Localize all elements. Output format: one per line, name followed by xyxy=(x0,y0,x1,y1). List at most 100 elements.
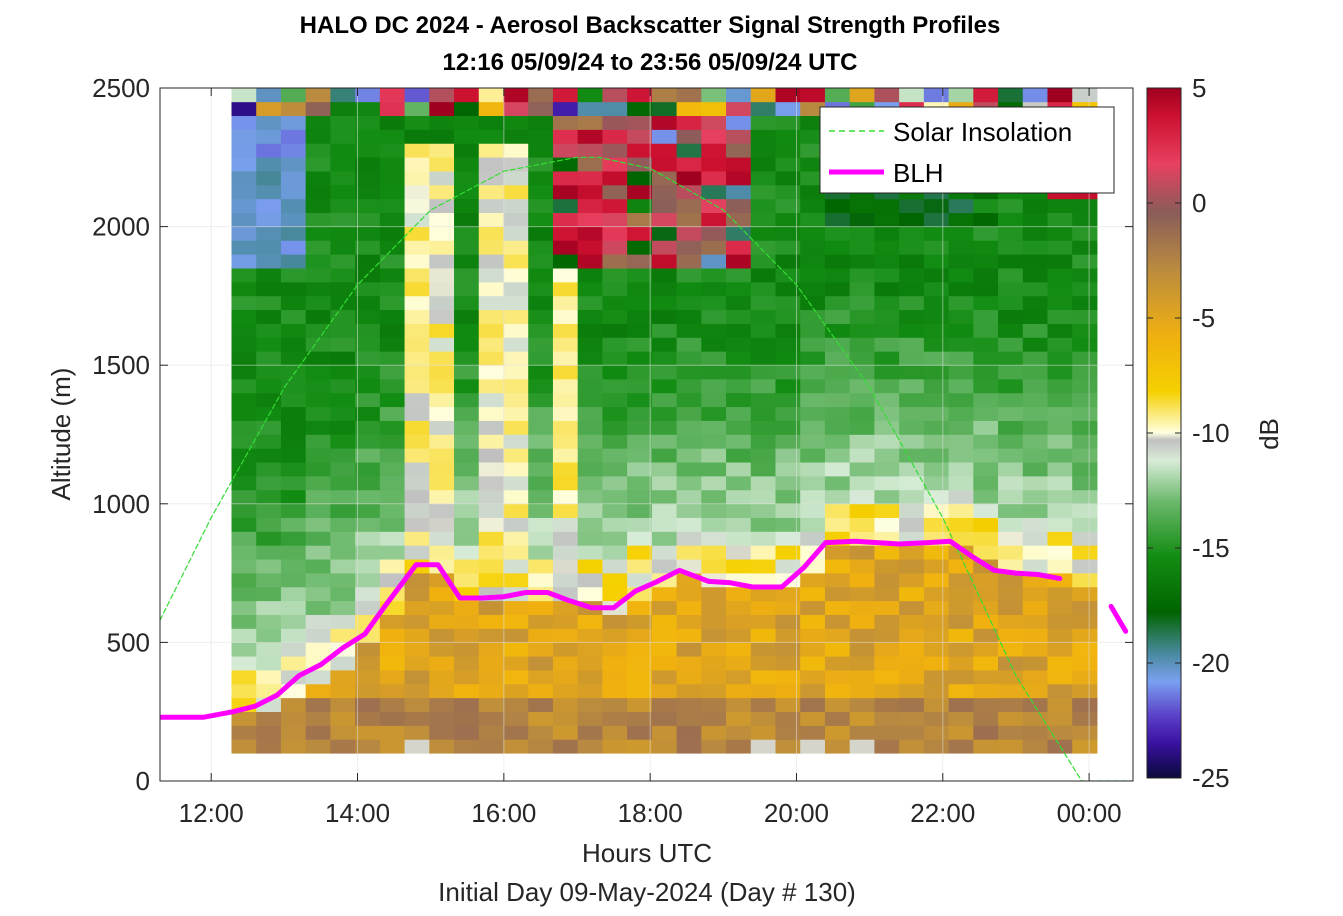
heatmap-cell xyxy=(899,406,925,421)
heatmap-cell xyxy=(231,254,257,269)
heatmap-cell xyxy=(701,378,727,394)
heatmap-cell xyxy=(973,586,999,602)
heatmap-cell xyxy=(701,434,727,449)
heatmap-cell xyxy=(379,559,406,574)
heatmap-cell xyxy=(528,365,554,380)
heatmap-cell xyxy=(750,226,776,241)
heatmap-cell xyxy=(280,392,307,408)
heatmap-cell xyxy=(379,392,406,408)
heatmap-cell xyxy=(305,600,331,615)
heatmap-cell xyxy=(379,309,406,324)
heatmap-cell xyxy=(577,129,603,144)
heatmap-cell xyxy=(849,475,875,491)
heatmap-cell xyxy=(874,267,900,283)
heatmap-cell xyxy=(874,586,900,602)
heatmap-cell xyxy=(775,351,801,366)
heatmap-cell xyxy=(1022,323,1048,338)
heatmap-cell xyxy=(355,143,381,158)
heatmap-cell xyxy=(676,240,702,255)
heatmap-cell xyxy=(1022,614,1048,629)
heatmap-cell xyxy=(280,711,307,726)
heatmap-cell xyxy=(923,739,950,754)
heatmap-cell xyxy=(726,600,752,615)
heatmap-cell xyxy=(1022,88,1048,103)
heatmap-cell xyxy=(775,628,801,643)
heatmap-cell xyxy=(379,683,406,699)
heatmap-cell xyxy=(874,559,900,574)
heatmap-cell xyxy=(824,420,851,435)
heatmap-cell xyxy=(280,586,307,602)
heatmap-cell xyxy=(824,475,851,491)
heatmap-cell xyxy=(874,711,900,726)
heatmap-cell xyxy=(280,545,307,560)
heatmap-cell xyxy=(478,531,504,546)
heatmap-cell xyxy=(305,184,331,200)
heatmap-cell xyxy=(231,212,257,227)
heatmap-cell xyxy=(923,212,950,227)
heatmap-cell xyxy=(454,351,480,366)
heatmap-cell xyxy=(231,739,257,754)
heatmap-cell xyxy=(478,365,504,380)
heatmap-cell xyxy=(478,559,504,574)
heatmap-cell xyxy=(1022,503,1048,518)
heatmap-cell xyxy=(503,143,529,158)
heatmap-cell xyxy=(256,420,282,435)
heatmap-cell xyxy=(998,600,1024,615)
heatmap-cell xyxy=(973,392,999,408)
heatmap-cell xyxy=(330,462,356,477)
heatmap-cell xyxy=(305,143,331,158)
heatmap-cell xyxy=(478,212,504,227)
heatmap-cell xyxy=(973,434,999,449)
heatmap-cell xyxy=(454,212,480,227)
x-tick-label: 18:00 xyxy=(618,798,683,828)
heatmap-cell xyxy=(627,656,653,671)
heatmap-cell xyxy=(454,559,480,574)
heatmap-cell xyxy=(429,739,455,754)
heatmap-cell xyxy=(355,295,381,311)
heatmap-cell xyxy=(874,642,900,657)
heatmap-cell xyxy=(750,614,776,629)
heatmap-cell xyxy=(824,365,851,380)
heatmap-cell xyxy=(305,365,331,380)
heatmap-cell xyxy=(651,697,678,712)
heatmap-cell xyxy=(231,448,257,463)
heatmap-cell xyxy=(775,198,801,214)
heatmap-cell xyxy=(627,489,653,505)
heatmap-cell xyxy=(454,323,480,338)
heatmap-cell xyxy=(330,212,356,227)
heatmap-cell xyxy=(478,351,504,366)
heatmap-cell xyxy=(1072,448,1098,463)
heatmap-cell xyxy=(998,281,1024,297)
heatmap-cell xyxy=(923,281,950,297)
heatmap-cell xyxy=(1047,628,1073,643)
heatmap-cell xyxy=(1072,267,1098,283)
heatmap-cell xyxy=(775,212,801,227)
heatmap-cell xyxy=(899,683,925,699)
heatmap-cell xyxy=(923,600,950,615)
heatmap-cell xyxy=(973,711,999,726)
heatmap-cell xyxy=(577,406,603,421)
heatmap-cell xyxy=(775,600,801,615)
heatmap-cell xyxy=(330,656,356,671)
heatmap-cell xyxy=(231,475,257,491)
heatmap-cell xyxy=(948,254,974,269)
heatmap-cell xyxy=(256,586,282,602)
heatmap-cell xyxy=(528,531,554,546)
heatmap-cell xyxy=(330,683,356,699)
heatmap-cell xyxy=(948,406,974,421)
heatmap-cell xyxy=(256,184,282,200)
heatmap-cell xyxy=(305,212,331,227)
heatmap-cell xyxy=(627,351,653,366)
heatmap-cell xyxy=(948,281,974,297)
heatmap-cell xyxy=(676,628,702,643)
heatmap-cell xyxy=(503,683,529,699)
heatmap-cell xyxy=(330,725,356,740)
heatmap-cell xyxy=(231,462,257,477)
heatmap-cell xyxy=(627,115,653,130)
heatmap-cell xyxy=(528,392,554,408)
heatmap-cell xyxy=(577,725,603,740)
x-tick-label: 22:00 xyxy=(910,798,975,828)
heatmap-cell xyxy=(627,254,653,269)
heatmap-cell xyxy=(973,600,999,615)
heatmap-cell xyxy=(528,337,554,352)
